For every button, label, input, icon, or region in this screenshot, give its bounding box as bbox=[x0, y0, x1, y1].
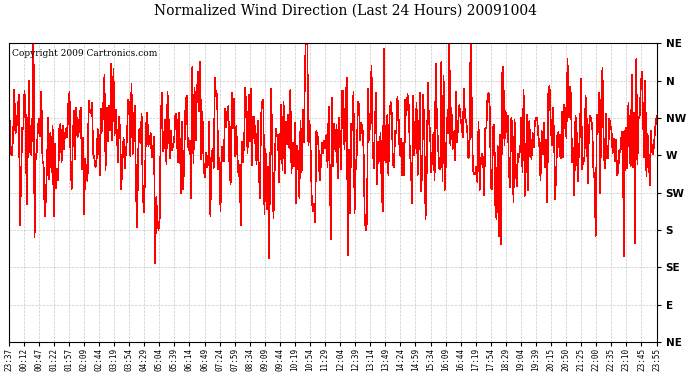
Text: Normalized Wind Direction (Last 24 Hours) 20091004: Normalized Wind Direction (Last 24 Hours… bbox=[153, 4, 537, 18]
Text: Copyright 2009 Cartronics.com: Copyright 2009 Cartronics.com bbox=[12, 49, 157, 58]
